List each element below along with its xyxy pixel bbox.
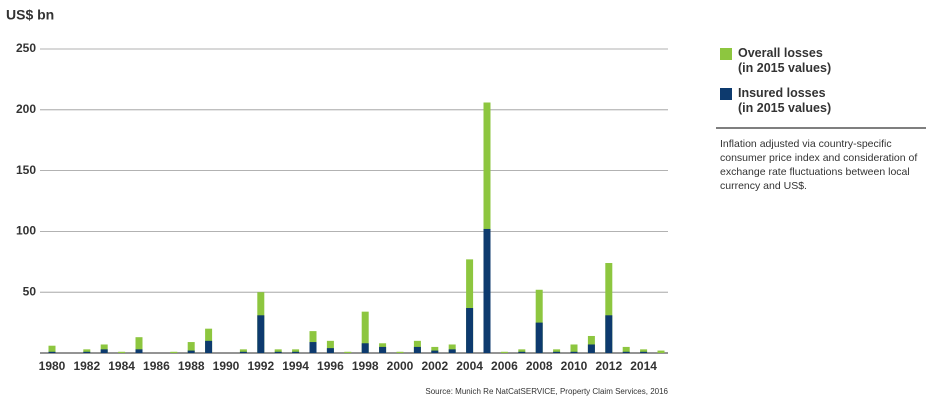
x-tick-label: 2010: [561, 359, 588, 373]
bar: [605, 263, 613, 353]
y-tick-label: 50: [23, 284, 37, 298]
bar: [448, 349, 456, 353]
x-tick-label: 1982: [73, 359, 100, 373]
bar: [361, 311, 369, 353]
bar: [48, 345, 56, 353]
bar: [413, 346, 421, 353]
bar: [379, 346, 387, 353]
bar: [100, 344, 108, 353]
legend-label: Overall losses (in 2015 values): [738, 46, 832, 75]
bar: [535, 322, 543, 353]
bar: [118, 351, 126, 353]
legend-label: Insured losses (in 2015 values): [738, 86, 832, 115]
bar: [274, 349, 282, 353]
bar: [431, 350, 439, 353]
bar: [431, 346, 439, 353]
y-axis-label: US$ bn: [6, 7, 54, 23]
x-tick-label: 2008: [526, 359, 553, 373]
bar: [500, 351, 508, 353]
x-tick-label: 1980: [39, 359, 66, 373]
bar: [48, 351, 56, 353]
x-tick-label: 2014: [630, 359, 657, 373]
bar: [187, 342, 195, 353]
source: Source: Munich Re NatCatSERVICE, Propert…: [425, 387, 668, 396]
x-tick-label: 1998: [352, 359, 379, 373]
bar: [274, 351, 282, 353]
x-tick-label: 2004: [456, 359, 483, 373]
y-tick-label: 200: [16, 102, 36, 116]
bar: [361, 343, 369, 353]
bar: [292, 351, 300, 353]
bar: [605, 315, 613, 353]
bar: [83, 349, 91, 353]
bar: [413, 340, 421, 353]
bar: [187, 350, 195, 353]
x-tick-label: 1992: [247, 359, 274, 373]
x-tick-label: 2000: [387, 359, 414, 373]
bar: [100, 349, 108, 353]
bar: [622, 346, 630, 353]
bar: [466, 308, 474, 353]
x-tick-label: 1996: [317, 359, 344, 373]
bar: [239, 349, 247, 353]
bar: [83, 351, 91, 353]
bar: [587, 344, 595, 353]
y-tick-label: 150: [16, 163, 36, 177]
bar: [570, 351, 578, 353]
bar: [657, 350, 665, 353]
bar: [396, 351, 404, 353]
bar: [553, 351, 561, 353]
bar: [483, 228, 491, 353]
bar: [466, 259, 474, 353]
bar: [640, 351, 648, 353]
bar: [292, 349, 300, 353]
bar: [622, 351, 630, 353]
x-tick-label: 1984: [108, 359, 135, 373]
y-tick-label: 250: [16, 41, 36, 55]
bar: [309, 342, 317, 353]
bar: [640, 349, 648, 353]
legend-swatch: [720, 88, 732, 100]
bar: [553, 349, 561, 353]
bar: [448, 344, 456, 353]
x-tick-label: 1994: [282, 359, 309, 373]
x-tick-label: 2006: [491, 359, 518, 373]
bar: [483, 102, 491, 353]
bar: [570, 344, 578, 353]
bar: [205, 340, 213, 353]
note: Inflation adjusted via country-specific …: [720, 138, 918, 192]
bar: [344, 351, 352, 353]
x-tick-label: 2002: [421, 359, 448, 373]
bar: [135, 349, 143, 353]
y-tick-label: 100: [16, 224, 36, 238]
bar: [170, 351, 178, 353]
bar: [535, 289, 543, 353]
bar: [326, 340, 334, 353]
x-tick-label: 1990: [213, 359, 240, 373]
bar: [518, 349, 526, 353]
x-tick-label: 1986: [143, 359, 170, 373]
bar: [135, 337, 143, 353]
bar: [518, 351, 526, 353]
x-tick-label: 1988: [178, 359, 205, 373]
bar: [239, 351, 247, 353]
bar: [326, 348, 334, 353]
bar: [257, 315, 265, 353]
legend-swatch: [720, 48, 732, 60]
x-tick-label: 2012: [595, 359, 622, 373]
